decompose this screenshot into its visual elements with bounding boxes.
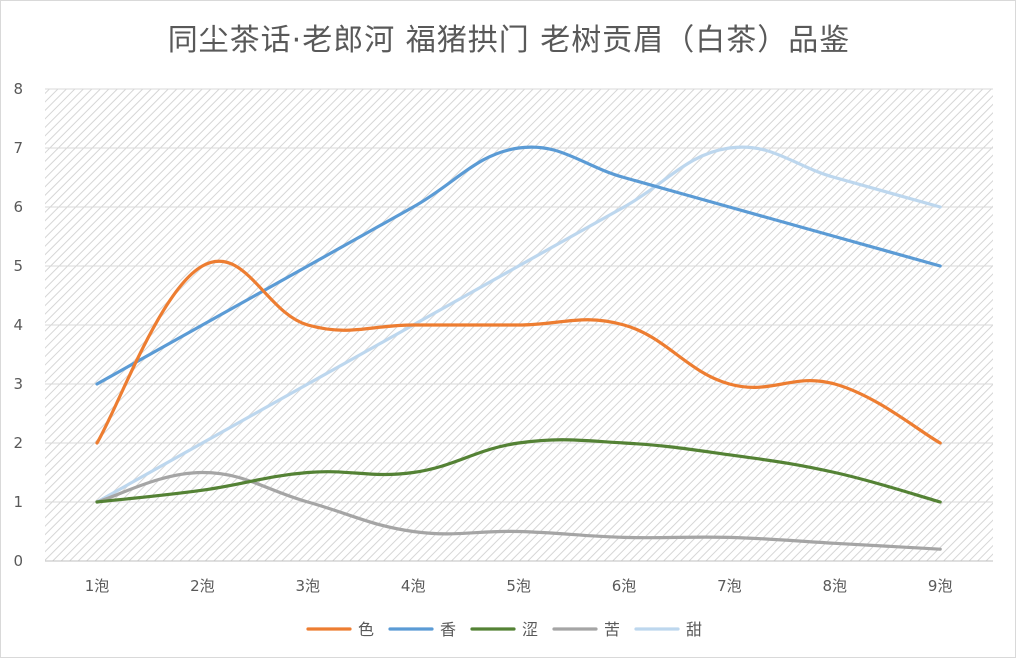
y-tick-label: 6 bbox=[13, 198, 23, 216]
axes: 0 1 2 3 4 5 6 7 8 1泡 2泡 3泡 4泡 5泡 6泡 7泡 8泡 9泡 bbox=[13, 80, 993, 595]
legend-label: 苦 bbox=[604, 620, 620, 639]
series-line-5 bbox=[95, 145, 942, 504]
legend-item: 甜 bbox=[634, 620, 702, 639]
series-line-2 bbox=[95, 145, 942, 386]
x-tick-label: 9泡 bbox=[928, 577, 953, 595]
legend-label: 涩 bbox=[522, 620, 538, 639]
series-line-1 bbox=[95, 259, 942, 445]
x-tick-label: 6泡 bbox=[612, 577, 637, 595]
y-tick-label: 5 bbox=[13, 257, 23, 275]
chart-title: 同尘茶话·老郎河 福猪拱门 老树贡眉（白茶）品鉴 bbox=[167, 23, 851, 58]
series-line-4 bbox=[95, 470, 942, 551]
x-tick-label: 1泡 bbox=[85, 577, 110, 595]
series-line-3 bbox=[95, 438, 942, 504]
series-lines bbox=[95, 145, 942, 551]
x-tick-label: 2泡 bbox=[190, 577, 215, 595]
legend-label: 色 bbox=[358, 620, 374, 639]
y-tick-label: 2 bbox=[13, 434, 23, 452]
y-tick-label: 4 bbox=[13, 316, 23, 334]
y-tick-label: 8 bbox=[13, 80, 23, 98]
legend-item: 香 bbox=[388, 620, 456, 639]
legend-item: 涩 bbox=[470, 620, 538, 639]
y-tick-label: 7 bbox=[13, 139, 23, 157]
x-tick-label: 7泡 bbox=[717, 577, 742, 595]
y-tick-label: 1 bbox=[13, 493, 23, 511]
x-tick-label: 4泡 bbox=[401, 577, 426, 595]
x-tick-label: 3泡 bbox=[296, 577, 321, 595]
legend-label: 香 bbox=[440, 620, 456, 639]
legend-item: 苦 bbox=[552, 620, 620, 639]
legend: 色香涩苦甜 bbox=[306, 620, 702, 639]
y-tick-label: 3 bbox=[13, 375, 23, 393]
legend-item: 色 bbox=[306, 620, 374, 639]
legend-label: 甜 bbox=[686, 620, 702, 639]
x-tick-label: 5泡 bbox=[506, 577, 531, 595]
y-tick-label: 0 bbox=[13, 552, 23, 570]
x-tick-label: 8泡 bbox=[823, 577, 848, 595]
